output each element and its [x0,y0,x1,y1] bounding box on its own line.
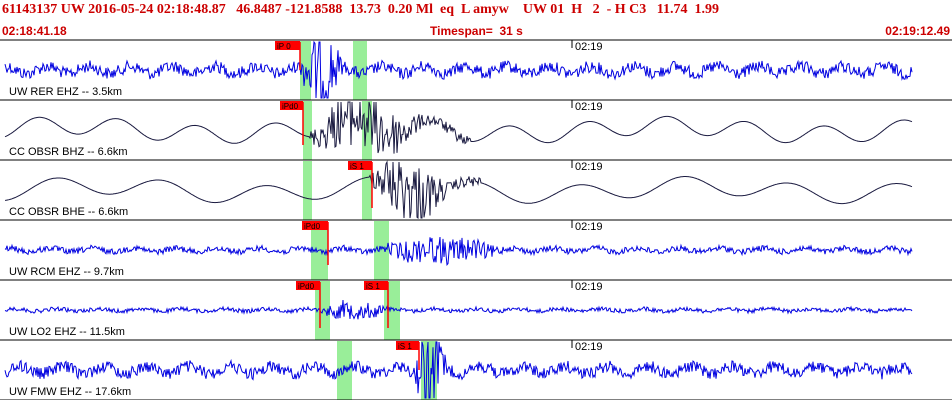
station-label: UW RCM EHZ -- 9.7km [9,266,124,278]
pick-flag-label: iS 1 [350,162,364,171]
waveform-trace [4,341,913,399]
time-tick-label: 02:19 [575,221,603,233]
station-label: UW RER EHZ -- 3.5km [9,86,123,98]
station-label: CC OBSR BHE -- 6.6km [9,206,129,218]
pick-window[interactable] [362,161,372,220]
trace-panel[interactable]: iPd0 [0,220,952,281]
pick-flag[interactable] [275,41,300,50]
time-tick-label: 02:19 [575,161,603,173]
trace-panel[interactable]: iPd0 [0,100,952,161]
waveform-trace [4,101,913,154]
pick-window[interactable] [374,221,389,280]
window-start-time: 02:18:41.18 [2,24,67,38]
pick-flag-label: iPd0 [282,102,299,111]
pick-flag[interactable] [348,161,372,170]
trace-panel[interactable]: iP 0 [0,39,952,101]
trace-panel[interactable]: iS 1 [0,160,952,221]
time-tick-label: 02:19 [575,41,603,53]
timespan-readout: Timespan= 31 s [430,24,523,38]
pick-flag[interactable] [302,221,328,230]
pick-window[interactable] [362,101,372,160]
pick-flag-label: iP 0 [277,42,291,51]
pick-flag[interactable] [280,101,303,110]
trace-panel[interactable]: iPd0 iS 1 [0,280,952,341]
time-tick-label: 02:19 [575,101,603,113]
event-header: 61143137 UW 2016-05-24 02:18:48.87 46.84… [0,0,952,38]
pick-flag[interactable] [296,281,320,290]
pick-window[interactable] [303,161,312,220]
pick-flag[interactable] [364,281,388,290]
station-label: UW FMW EHZ -- 17.6km [9,386,132,398]
station-label: UW LO2 EHZ -- 11.5km [9,326,125,338]
event-summary: 61143137 UW 2016-05-24 02:18:48.87 46.84… [2,2,719,17]
pick-flag[interactable] [396,341,419,350]
pick-window[interactable] [353,41,367,100]
pick-window[interactable] [303,101,312,160]
pick-flag-label: iS 1 [366,282,380,291]
pick-flag-label: iPd0 [298,282,315,291]
pick-flag-label: iS 1 [398,342,412,351]
waveform-trace [4,40,913,99]
pick-flag-label: iPd0 [304,222,321,231]
trace-panel[interactable]: iS 1 [0,340,952,400]
station-label: CC OBSR BHZ -- 6.6km [9,146,128,158]
waveform-trace [4,160,913,220]
pick-window[interactable] [337,341,352,400]
time-tick-label: 02:19 [575,281,603,293]
waveform-trace [4,236,913,267]
waveform-trace [4,299,913,320]
time-tick-label: 02:19 [575,341,603,353]
window-end-time: 02:19:12.49 [885,24,950,38]
